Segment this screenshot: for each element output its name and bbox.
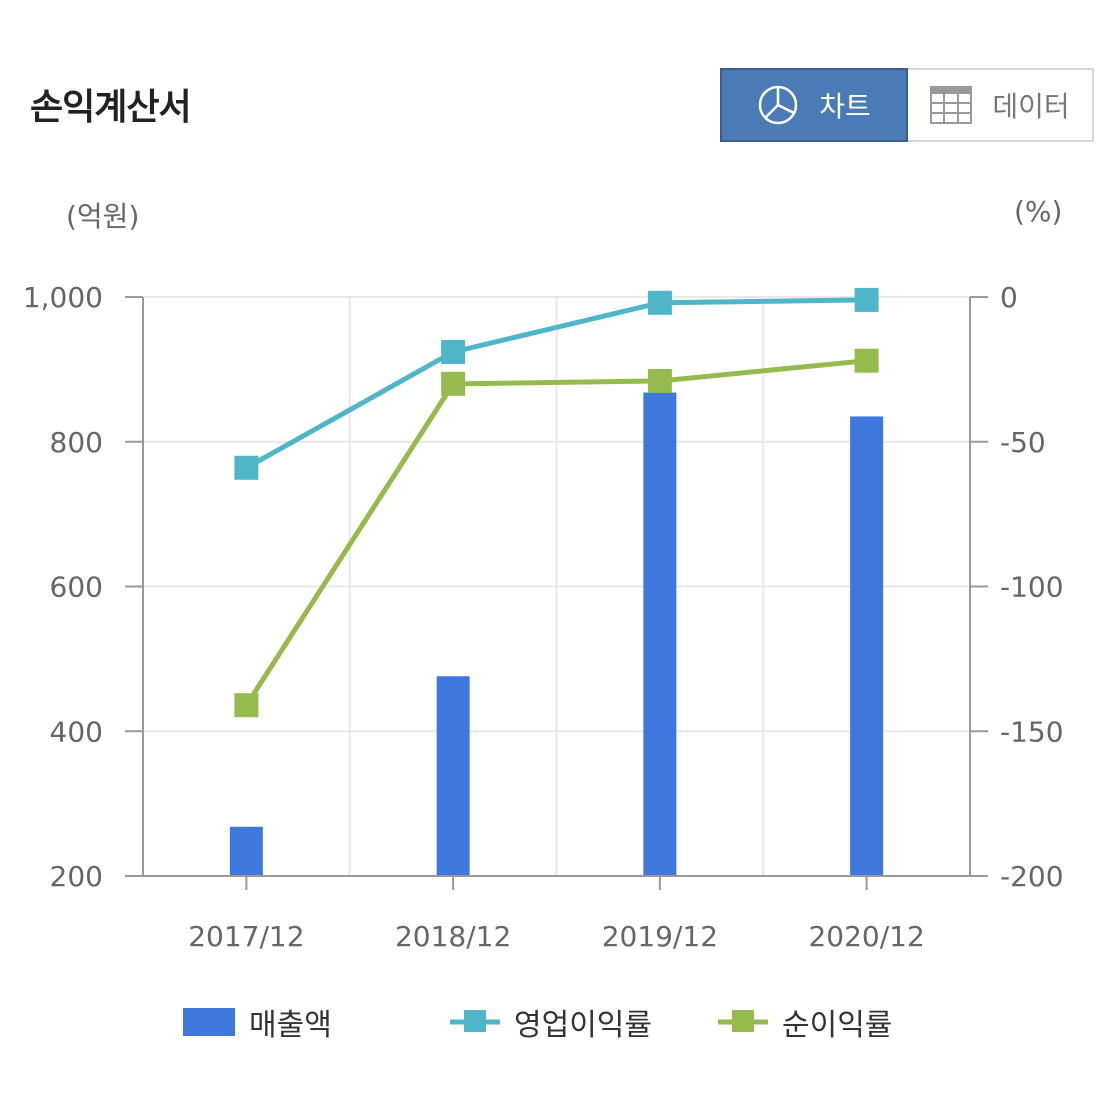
right-axis-tick-label: -150 [1000, 715, 1064, 748]
right-axis-tick-label: -100 [1000, 571, 1064, 604]
x-axis-tick-label: 2019/12 [602, 920, 718, 953]
page-title: 손익계산서 [30, 87, 192, 128]
legend-swatch-revenue [183, 1008, 235, 1036]
view-toggle: 차트 데이터 [720, 68, 1094, 142]
point-net-margin [647, 368, 672, 393]
chart-view-label: 차트 [819, 90, 871, 123]
point-operating-margin [234, 455, 259, 480]
legend-swatch-operating-margin [450, 1010, 500, 1032]
legend-swatch-net-margin [718, 1010, 768, 1032]
left-axis-unit: (억원) [66, 200, 140, 233]
left-axis-tick-label: 1,000 [23, 281, 103, 314]
line-operating-margin [245, 297, 867, 470]
bar-revenue [229, 826, 263, 876]
point-operating-margin [647, 290, 672, 315]
chart-legend: 매출액 영업이익률 순이익률 [0, 1000, 1102, 1044]
bar-revenue [436, 676, 470, 876]
table-grid-icon [930, 86, 973, 124]
left-axis-tick-label: 600 [50, 571, 103, 604]
legend-item-net-margin[interactable]: 순이익률 [718, 1000, 892, 1044]
right-axis-unit: (%) [1014, 195, 1063, 228]
right-axis-tick-label: -200 [1000, 860, 1064, 893]
legend-item-revenue[interactable]: 매출액 [183, 1000, 332, 1044]
point-net-margin [854, 348, 879, 373]
data-view-label: 데이터 [992, 90, 1070, 123]
combo-chart: 200 400 600 800 1,000 -200 -150 -100 -50 0 2017/12… [23, 281, 1064, 953]
legend-label-net-margin: 순이익률 [782, 1008, 893, 1043]
legend-label-revenue: 매출액 [249, 1008, 332, 1043]
left-axis-tick-label: 200 [50, 860, 103, 893]
right-axis-tick-label: 0 [1000, 281, 1018, 314]
bar-revenue [850, 416, 884, 876]
point-operating-margin [854, 287, 879, 312]
line-net-margin [244, 358, 867, 707]
x-axis-tick-label: 2018/12 [395, 920, 511, 953]
legend-item-operating-margin[interactable]: 영업이익률 [450, 1000, 652, 1044]
left-axis-tick-label: 400 [50, 715, 103, 748]
pie-chart-icon [757, 84, 799, 126]
point-operating-margin [441, 340, 466, 365]
point-net-margin [441, 371, 466, 396]
x-axis-tick-label: 2020/12 [808, 920, 924, 953]
bar-revenue [643, 392, 677, 876]
x-axis-tick-label: 2017/12 [188, 920, 304, 953]
left-axis-tick-label: 800 [50, 426, 103, 459]
point-net-margin [234, 693, 259, 718]
chart-view-button[interactable]: 차트 [720, 68, 908, 142]
legend-label-operating-margin: 영업이익률 [514, 1008, 652, 1043]
right-axis-tick-label: -50 [1000, 426, 1046, 459]
data-view-button[interactable]: 데이터 [908, 68, 1094, 142]
